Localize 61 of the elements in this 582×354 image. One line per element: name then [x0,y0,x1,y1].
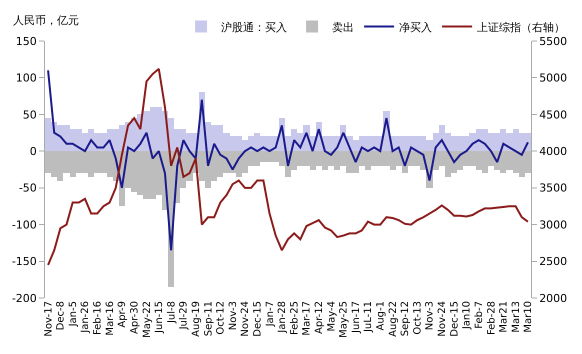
x-tick-label: Feb-25 [289,301,300,336]
x-tick-label: Jun-15 [154,301,166,334]
x-tick-label: Jan10 [462,301,473,330]
x-tick-label: Feb-28 [486,301,498,336]
x-tick-label: Nov-17 [43,301,54,337]
y2-tick-label: 3000 [539,218,568,232]
x-tick-label: May-4 [326,301,338,332]
x-tick-label: Nov-24 [240,301,252,337]
y2-tick-label: 4000 [539,144,568,158]
x-tick-label: May-22 [142,301,153,338]
x-tick-label: Oct-13 [412,301,424,335]
x-tick-label: Jan-26 [80,301,92,334]
x-tick-label: Mar13 [510,301,522,333]
y2-tick-label: 4500 [539,108,568,122]
x-tick-label: Dec-15 [449,301,460,337]
x-tick-label: Mar10 [523,301,534,333]
x-tick-label: JuL-11 [363,301,374,334]
x-tick-label: Sep-11 [203,301,214,336]
y-tick-label: 150 [16,34,37,48]
y-axis-title: 人民币，亿元 [13,14,79,27]
y-tick-label: 100 [16,72,37,85]
y-tick-label: -150 [12,255,37,268]
x-tick-label: Aug-22 [388,301,399,337]
x-tick-label: Aug-19 [190,301,202,337]
x-tick-label: Nov-3 [228,301,239,330]
y2-tick-label: 5000 [539,72,568,85]
x-tick-label: Jun-17 [350,301,362,334]
y-tick-label: -50 [18,182,37,195]
x-tick-label: Mar-16 [104,301,116,336]
x-tick-label: Sep-12 [400,301,412,336]
x-tick-label: May-25 [338,301,350,338]
y2-tick-label: 3500 [539,182,568,195]
x-tick-label: Dec-8 [56,301,67,330]
x-tick-label: Jul-8 [166,301,178,324]
x-tick-label: Dec-15 [252,301,264,337]
legend-label: 上证综指（右轴） [477,20,566,34]
y2-tick-label: 2500 [539,255,568,268]
y-tick-label: 0 [30,144,37,158]
x-tick-label: Mar21 [498,301,510,333]
x-tick-label: Jan-28 [277,301,288,334]
x-tick-label: Feb-16 [92,301,104,336]
legend-label: 卖出 [332,20,354,34]
x-tick-label: Mar-17 [302,301,313,336]
x-tick-label: Nov-24 [437,301,448,337]
x-tick-label: Feb-7 [474,301,485,329]
x-tick-label: Apr-30 [129,301,140,334]
x-tick-label: Apr-9 [117,301,128,328]
x-tick-label: Apr-12 [314,301,326,334]
y-tick-label: -100 [12,218,37,232]
y2-tick-label: 2000 [539,292,568,305]
x-tick-label: Nov-3 [424,301,436,330]
legend-label: 净买入 [399,20,432,34]
x-tick-label: Jan-5 [68,301,79,328]
y-tick-label: 50 [22,108,37,122]
y-tick-label: -200 [12,292,37,305]
y2-tick-label: 5500 [539,34,568,48]
x-tick-label: Jan-7 [264,301,276,328]
x-tick-label: Jul-29 [178,301,190,330]
x-tick-label: Oct-12 [216,301,227,335]
x-tick-label: Aug-1 [376,301,387,330]
legend-label: 沪股通：买入 [221,20,288,34]
